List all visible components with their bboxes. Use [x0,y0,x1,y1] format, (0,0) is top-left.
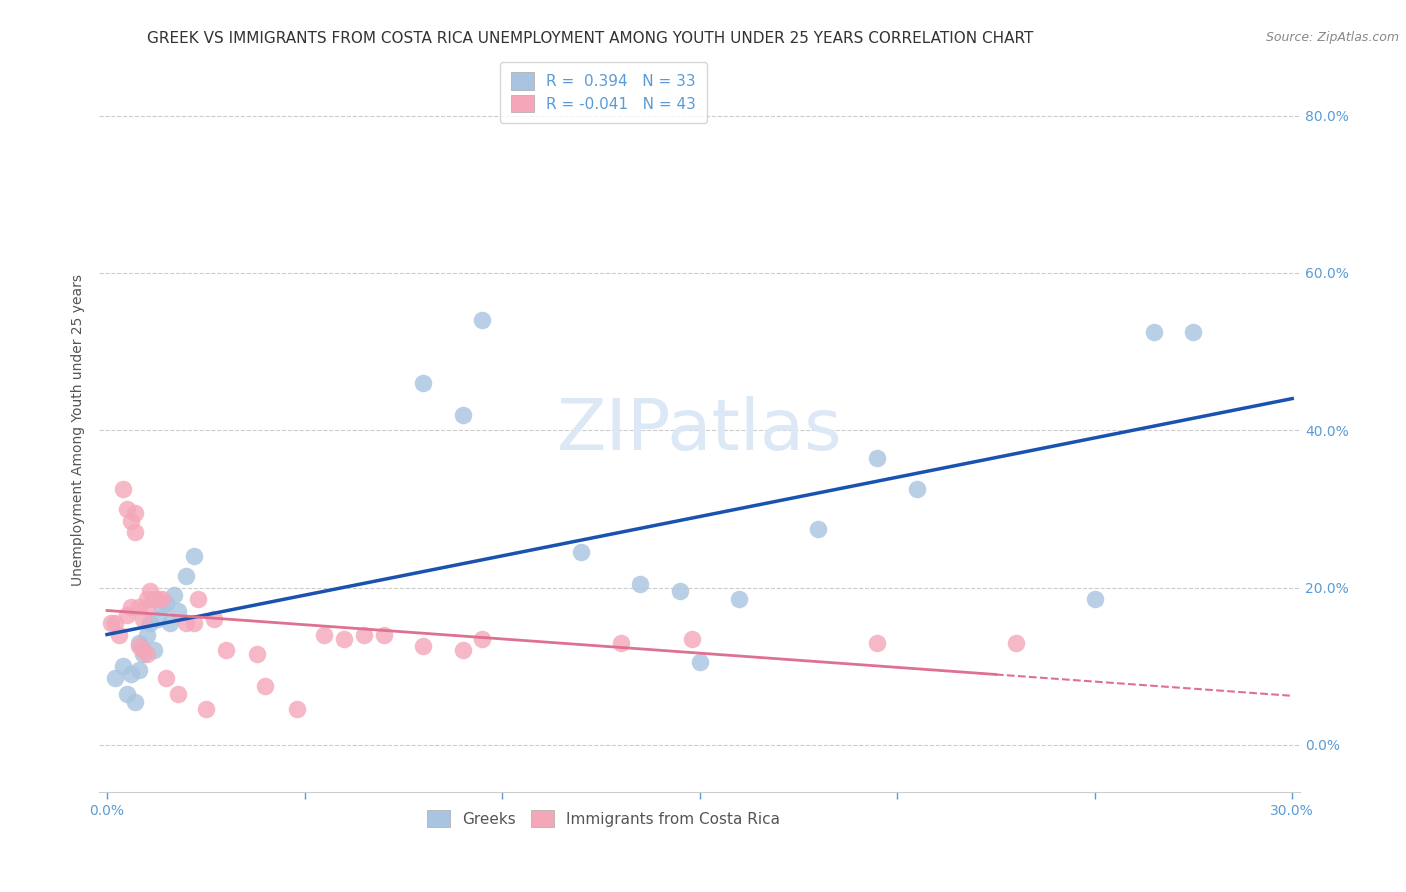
Point [373,628,395,642]
Point [285,702,308,716]
Point [148,612,170,626]
Point [187,592,209,607]
Point [150,600,173,615]
Point [333,632,356,646]
Point [115,687,138,701]
Point [148,592,170,607]
Point [139,615,162,630]
Point [108,628,131,642]
Point [143,592,166,607]
Point [124,525,146,540]
Point [728,592,751,607]
Point [128,635,150,649]
Point [471,313,494,327]
Point [1182,325,1205,339]
Point [1004,635,1026,649]
Point [124,694,146,708]
Point [131,648,153,662]
Point [111,482,134,496]
Point [155,596,177,610]
Point [115,607,138,622]
Point [451,643,474,657]
Point [143,643,166,657]
Point [214,643,236,657]
Legend: Greeks, Immigrants from Costa Rica: Greeks, Immigrants from Costa Rica [419,802,787,835]
Point [104,671,127,685]
Point [135,648,157,662]
Point [451,408,474,422]
Y-axis label: Unemployment Among Youth under 25 years: Unemployment Among Youth under 25 years [72,274,86,586]
Point [104,615,127,630]
Point [471,632,494,646]
Point [681,632,703,646]
Point [124,506,146,520]
Point [669,584,692,599]
Text: Source: ZipAtlas.com: Source: ZipAtlas.com [1265,31,1399,45]
Point [314,628,336,642]
Point [569,545,592,559]
Point [167,604,190,618]
Point [120,667,142,681]
Point [131,612,153,626]
Point [412,376,434,390]
Point [135,628,157,642]
Point [866,450,889,465]
Text: GREEK VS IMMIGRANTS FROM COSTA RICA UNEMPLOYMENT AMONG YOUTH UNDER 25 YEARS CORR: GREEK VS IMMIGRANTS FROM COSTA RICA UNEM… [148,31,1033,46]
Text: ZIPatlas: ZIPatlas [557,396,842,465]
Point [120,514,142,528]
Point [1143,325,1166,339]
Point [135,592,157,607]
Point [628,576,651,591]
Point [254,679,277,693]
Point [174,568,197,582]
Point [131,643,153,657]
Point [163,588,186,602]
Point [120,600,142,615]
Point [905,482,928,496]
Point [150,592,173,607]
Point [866,635,889,649]
Point [194,702,217,716]
Point [174,615,197,630]
Point [155,671,177,685]
Point [353,628,375,642]
Point [183,615,205,630]
Point [202,612,225,626]
Point [111,659,134,673]
Point [159,615,181,630]
Point [128,600,150,615]
Point [183,549,205,563]
Point [128,663,150,677]
Point [246,648,269,662]
Point [128,640,150,654]
Point [135,600,157,615]
Point [1084,592,1107,607]
Point [412,640,434,654]
Point [609,635,631,649]
Point [807,522,830,536]
Point [689,655,711,669]
Point [167,687,190,701]
Point [100,615,122,630]
Point [115,501,138,516]
Point [139,584,162,599]
